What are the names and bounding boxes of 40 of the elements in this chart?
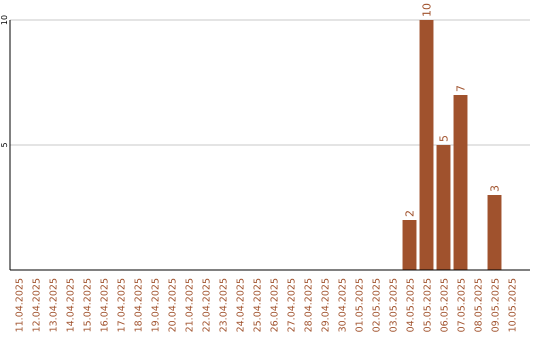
data-label: 5	[438, 135, 450, 142]
x-tick-label: 28.04.2025	[304, 278, 314, 332]
x-tick-label: 23.04.2025	[218, 278, 230, 332]
x-tick-label: 10.05.2025	[508, 278, 518, 332]
x-tick-label: 11.04.2025	[14, 278, 26, 332]
x-tick-label: 13.04.2025	[48, 278, 60, 332]
x-tick-label: 09.05.2025	[490, 278, 502, 332]
data-label: 2	[404, 210, 416, 217]
x-tick-label: 22.04.2025	[202, 278, 212, 332]
x-tick-label: 20.04.2025	[168, 278, 178, 332]
x-tick-label: 26.04.2025	[270, 278, 280, 332]
bar	[454, 95, 468, 270]
bar	[402, 220, 416, 270]
x-tick-label: 04.05.2025	[406, 278, 416, 332]
x-tick-label: 03.05.2025	[388, 278, 400, 332]
x-tick-label: 19.04.2025	[150, 278, 162, 332]
x-tick-label: 01.05.2025	[354, 278, 366, 332]
x-tick-label: 02.05.2025	[372, 278, 382, 332]
data-label: 7	[454, 85, 468, 92]
x-tick-label: 24.04.2025	[236, 278, 246, 332]
x-tick-label: 14.04.2025	[66, 278, 76, 332]
x-tick-label: 27.04.2025	[286, 278, 298, 332]
x-tick-label: 05.05.2025	[422, 278, 434, 332]
bar	[420, 20, 434, 270]
x-tick-label: 18.04.2025	[134, 278, 144, 332]
x-tick-label: 06.05.2025	[440, 278, 450, 332]
x-tick-label: 29.04.2025	[320, 278, 332, 332]
x-tick-label: 16.04.2025	[100, 278, 110, 332]
x-tick-label: 30.04.2025	[338, 278, 348, 332]
x-tick-label: 15.04.2025	[82, 278, 94, 332]
x-tick-label: 21.04.2025	[184, 278, 196, 332]
bar	[436, 145, 450, 270]
bar	[488, 195, 502, 270]
x-tick-label: 25.04.2025	[252, 278, 264, 332]
data-label: 3	[488, 185, 502, 192]
x-tick-label: 08.05.2025	[474, 278, 484, 332]
x-tick-label: 17.04.2025	[116, 278, 128, 332]
x-tick-label: 07.05.2025	[456, 278, 468, 332]
data-label: 10	[420, 3, 434, 17]
x-tick-label: 12.04.2025	[32, 278, 42, 332]
